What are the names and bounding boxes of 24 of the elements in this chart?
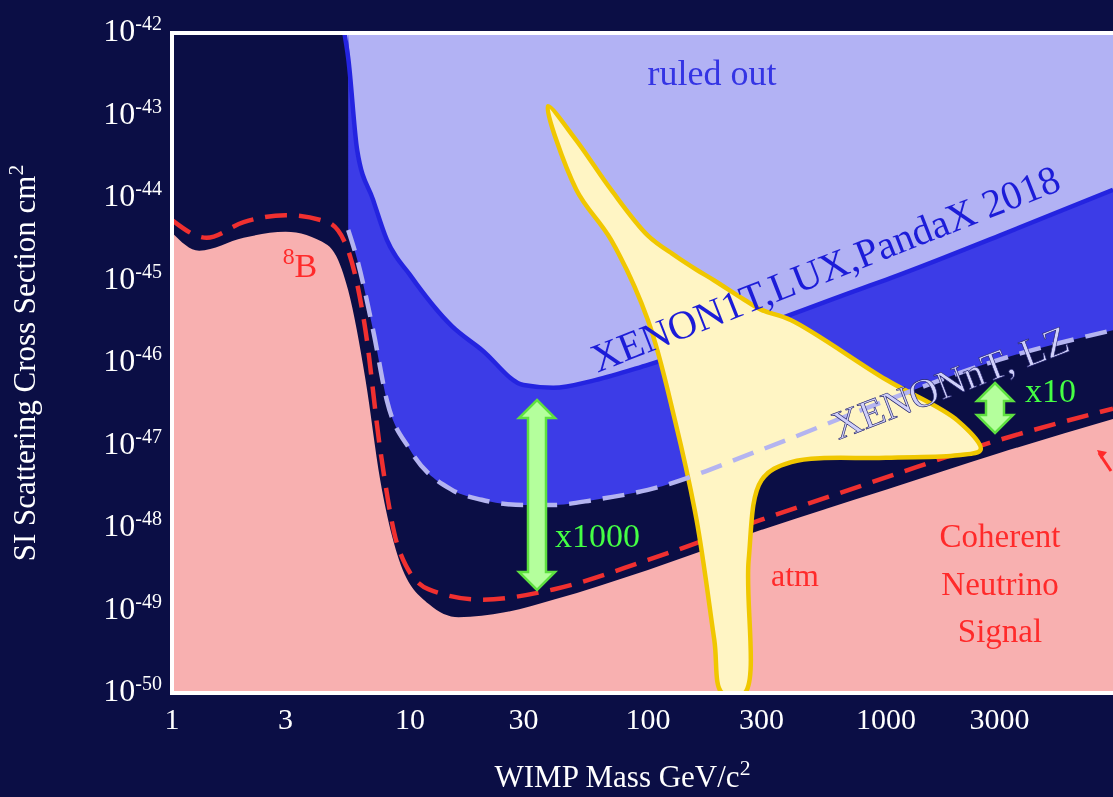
y-tick-label: 10$^{-43}$ (103, 94, 162, 131)
x-tick-label: 30 (508, 702, 539, 735)
x-tick-label: 3000 (969, 702, 1030, 735)
x-tick-label: 100 (625, 702, 671, 735)
annotation: Coherent Neutrino Signal (939, 517, 1061, 650)
y-tick-label: 10$^{-50}$ (103, 672, 162, 708)
y-tick-label: 10$^{-48}$ (103, 507, 162, 543)
annotation: x1000 (555, 516, 640, 554)
x-axis-title: WIMP Mass GeV/c$^{2}$ (494, 756, 751, 794)
annotation: ruled out (647, 52, 777, 93)
y-tick-label: 10$^{-49}$ (103, 589, 162, 626)
y-tick-label: 10$^{-42}$ (103, 12, 162, 48)
y-tick-label: 10$^{-45}$ (103, 259, 162, 296)
annotation: x10 (1025, 371, 1076, 409)
annotation: $^{8}$B (282, 242, 318, 284)
annotation: atm (771, 557, 820, 594)
y-tick-label: 10$^{-44}$ (103, 177, 162, 213)
y-tick-label: 10$^{-46}$ (103, 342, 162, 378)
x-tick-label: 300 (738, 702, 784, 735)
x-tick-label: 10 (394, 702, 425, 735)
x-tick-label: 1000 (855, 702, 916, 735)
y-tick-label: 10$^{-47}$ (103, 424, 162, 461)
x-tick-label: 3 (278, 702, 294, 735)
x-tick-label: 1 (164, 702, 180, 735)
